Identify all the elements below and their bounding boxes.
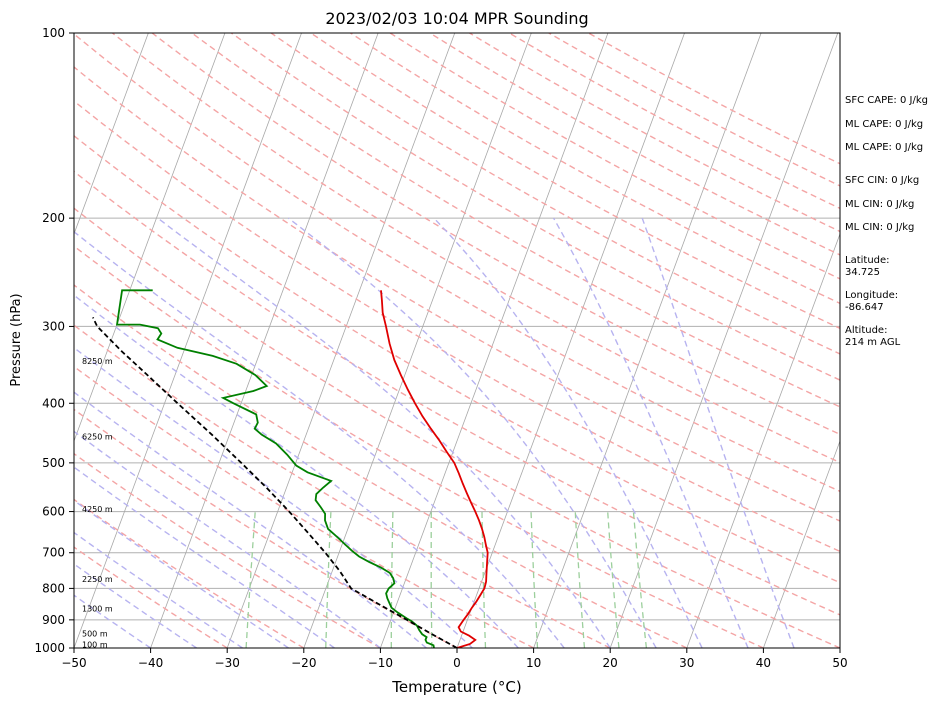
dry-adiabat [74, 324, 611, 648]
isotherm [150, 33, 379, 648]
dry-adiabat [74, 207, 840, 648]
mixing-ratio-line [430, 511, 433, 648]
moist-adiabat [641, 217, 795, 648]
dry-adiabat [74, 170, 840, 616]
moist-adiabat [74, 346, 473, 648]
moist-adiabat [287, 217, 657, 648]
temperature-profile [380, 290, 489, 648]
axis-layer: −50 −40 −30 −20 −10 0 10 20 30 40 50 1000 900 800 700 6… [34, 26, 847, 670]
dry-adiabat [74, 33, 840, 493]
moist-adiabat [74, 230, 565, 648]
y-tick-label: 300 [42, 319, 65, 333]
dry-adiabat [74, 66, 840, 522]
dry-adiabat [270, 33, 840, 355]
x-tick-label: 50 [832, 656, 847, 670]
dry-adiabat [151, 33, 840, 436]
series-layer [92, 289, 489, 648]
isotherm [763, 439, 840, 648]
y-tick-label: 700 [42, 546, 65, 560]
x-tick-label: 20 [603, 656, 618, 670]
y-tick-label: 600 [42, 505, 65, 519]
x-tick-label: 30 [679, 656, 694, 670]
dry-adiabat [350, 33, 840, 305]
x-tick-label: 40 [756, 656, 771, 670]
isotherm [533, 33, 762, 648]
dry-adiabat [111, 33, 840, 464]
latitude-text: Latitude: 34.725 [845, 255, 890, 278]
x-tick-label: −40 [138, 656, 163, 670]
y-tick-label: 200 [42, 211, 65, 225]
ml-cape-text-2: ML CAPE: 0 J/kg [845, 142, 924, 153]
height-label: 6250 m [82, 433, 113, 442]
isotherm [74, 33, 149, 236]
isotherm [226, 33, 456, 648]
height-label: 8250 m [82, 357, 113, 366]
isotherm [380, 33, 609, 648]
isotherm [686, 232, 840, 648]
parcel-profile [92, 317, 458, 648]
isotherm [609, 33, 839, 648]
height-label: 500 m [82, 629, 108, 638]
dry-adiabat [230, 33, 840, 381]
ml-cin-text-2: ML CIN: 0 J/kg [845, 222, 915, 233]
moist-adiabat [74, 430, 381, 648]
ml-cape-text-1: ML CAPE: 0 J/kg [845, 119, 924, 130]
moist-adiabat [74, 531, 243, 648]
dry-adiabat [74, 365, 534, 648]
height-labels: 100 m 500 m 1300 m 2250 m 4250 m 6250 m 8250 m [82, 357, 113, 649]
moist-adiabat [552, 217, 749, 648]
y-tick-label: 800 [42, 581, 65, 595]
y-tick-label: 500 [42, 456, 65, 470]
height-label: 100 m [82, 640, 108, 649]
isotherm [456, 33, 685, 648]
y-tick-label: 400 [42, 396, 65, 410]
height-label: 4250 m [82, 505, 113, 514]
sfc-cin-text: SFC CIN: 0 J/kg [845, 175, 920, 186]
moist-adiabat [74, 294, 519, 648]
mixing-ratio-line [607, 511, 620, 648]
moist-adiabat [74, 391, 427, 648]
x-tick-label: −10 [368, 656, 393, 670]
dry-adiabat [74, 284, 688, 648]
dewpoint-profile [115, 289, 435, 648]
isotherm [74, 33, 302, 648]
dry-adiabat [74, 245, 764, 648]
x-tick-label: 0 [453, 656, 461, 670]
plot-frame [73, 32, 841, 649]
dry-adiabat [74, 546, 228, 648]
height-label: 2250 m [82, 575, 113, 584]
dry-adiabat [74, 134, 840, 584]
dry-adiabat [74, 100, 840, 553]
y-tick-label: 900 [42, 613, 65, 627]
mixing-ratio-line [245, 511, 256, 648]
altitude-text: Altitude: 214 m AGL [845, 325, 901, 348]
moist-adiabat [157, 217, 611, 648]
dry-adiabat [389, 33, 840, 280]
dry-adiabat [74, 498, 305, 648]
grid-layer [74, 33, 840, 648]
y-tick-label: 1000 [34, 641, 65, 655]
x-tick-label: −50 [61, 656, 86, 670]
y-axis-label: Pressure (hPa) [9, 293, 24, 386]
x-tick-label: 10 [526, 656, 541, 670]
height-label: 1300 m [82, 604, 113, 613]
chart-title: 2023/02/03 10:04 MPR Sounding [325, 9, 588, 28]
moist-adiabat [74, 499, 289, 648]
longitude-text: Longitude: -86.647 [845, 290, 899, 313]
x-axis-label: Temperature (°C) [391, 678, 521, 696]
x-tick-label: −20 [291, 656, 316, 670]
sfc-cape-text: SFC CAPE: 0 J/kg [845, 95, 928, 106]
moist-adiabat [74, 466, 335, 648]
ml-cin-text-1: ML CIN: 0 J/kg [845, 199, 915, 210]
mixing-ratio-line [530, 511, 539, 648]
y-tick-label: 100 [42, 26, 65, 40]
x-tick-label: −30 [215, 656, 240, 670]
isotherm [303, 33, 532, 648]
dry-adiabat [74, 452, 381, 648]
mixing-ratio-line [325, 511, 332, 648]
moist-adiabat [433, 217, 703, 648]
